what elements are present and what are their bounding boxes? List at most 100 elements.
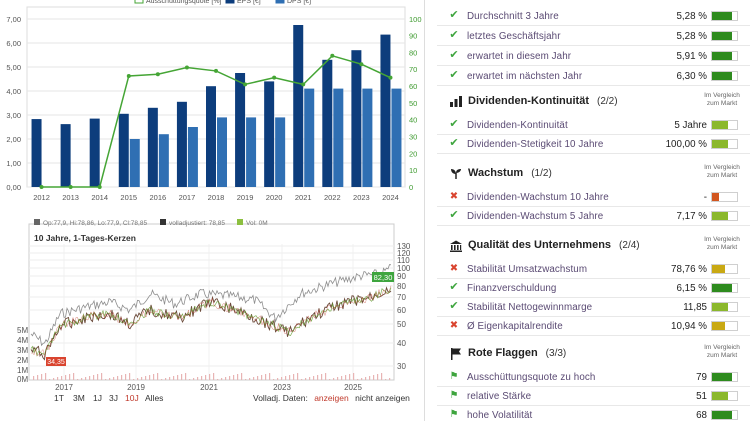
- dps-bar: [391, 88, 402, 187]
- metric-row[interactable]: ✖ Stabilität Umsatzwachstum 78,76 %: [437, 259, 750, 279]
- volume-bar: [365, 377, 367, 380]
- volume-bar: [317, 375, 319, 380]
- volume-bar: [301, 379, 303, 380]
- metric-row[interactable]: ⚑ hohe Volatilität 68: [437, 405, 750, 421]
- volume-bar: [149, 375, 151, 380]
- volume-tick-label: 4M: [17, 336, 28, 345]
- range-3m-button[interactable]: 3M: [73, 393, 85, 403]
- metric-value: 6,30 %: [676, 71, 707, 82]
- metric-value: 5,28 %: [676, 31, 707, 42]
- volume-hide-link[interactable]: nicht anzeigen: [355, 393, 410, 403]
- eps-bar: [264, 81, 275, 187]
- volume-bar: [133, 379, 135, 380]
- flag-icon: ⚑: [449, 409, 459, 420]
- volume-bar: [153, 374, 155, 380]
- range-alles-button[interactable]: Alles: [145, 393, 164, 403]
- volume-bar: [265, 374, 267, 380]
- metric-row[interactable]: ✔ Durchschnitt 3 Jahre 5,28 %: [437, 6, 750, 26]
- rating-bar-fill: [712, 121, 728, 129]
- market-compare-label: Im Vergleich zum Markt: [704, 92, 740, 107]
- metric-row[interactable]: ✔ Stabilität Nettogewinnmarge 11,85: [437, 297, 750, 317]
- volume-bar: [41, 374, 43, 380]
- section-count: (2/2): [597, 96, 618, 107]
- metric-row[interactable]: ✔ erwartet in diesem Jahr 5,91 %: [437, 46, 750, 66]
- check-icon: ✔: [449, 137, 459, 149]
- rating-bar-fill: [712, 322, 725, 330]
- metric-row[interactable]: ✔ Dividenden-Stetigkeit 10 Jahre 100,00 %: [437, 134, 750, 154]
- volume-bar: [45, 373, 47, 380]
- volume-show-link[interactable]: anzeigen: [314, 393, 349, 403]
- low-price-badge: [46, 357, 66, 366]
- metric-row[interactable]: ✔ Dividenden-Wachstum 5 Jahre 7,17 %: [437, 206, 750, 226]
- volume-bar: [121, 375, 123, 380]
- metric-value: 7,17 %: [676, 211, 707, 222]
- low-price-label: 34,35: [47, 359, 65, 366]
- volume-bar: [281, 377, 283, 380]
- metric-row[interactable]: ✔ Dividenden-Kontinuität 5 Jahre: [437, 115, 750, 135]
- x-tick-label: 2023: [273, 383, 291, 392]
- volume-bar: [333, 378, 335, 380]
- metric-row[interactable]: ✖ Dividenden-Wachstum 10 Jahre -: [437, 187, 750, 207]
- rating-bar: [711, 211, 738, 221]
- metric-row[interactable]: ✔ letztes Geschäftsjahr 5,28 %: [437, 26, 750, 46]
- rating-bar: [711, 283, 738, 293]
- volume-bar: [325, 373, 327, 380]
- rating-bar-fill: [712, 72, 732, 80]
- metric-value: 79: [696, 372, 707, 383]
- volume-bar: [329, 379, 331, 380]
- dps-bar: [304, 88, 315, 187]
- eps-bar: [147, 107, 158, 187]
- metric-row[interactable]: ✔ Finanzverschuldung 6,15 %: [437, 278, 750, 298]
- price-legend-label: Op:77,9, Hi:78,86, Lo:77,9, Cl:78,85: [43, 220, 147, 227]
- eps-bar: [206, 86, 216, 187]
- volume-bar: [297, 373, 299, 380]
- metric-label: Stabilität Nettogewinnmarge: [467, 302, 593, 313]
- metric-value: 10,94 %: [671, 321, 707, 332]
- rating-bar: [711, 11, 738, 21]
- check-icon: ✔: [449, 118, 459, 130]
- candle-price-line: [30, 287, 392, 357]
- x-tick-label: 2018: [208, 193, 225, 202]
- price-tick-label: 40: [397, 339, 406, 348]
- volume-bar: [157, 373, 159, 380]
- metric-row[interactable]: ⚑ relative Stärke 51: [437, 386, 750, 406]
- range-1j-button[interactable]: 1J: [93, 393, 102, 403]
- candle-price-line: [30, 285, 392, 358]
- y-left-tick-label: 1,00: [6, 159, 21, 168]
- metric-label: relative Stärke: [467, 391, 532, 402]
- payout-ratio-point: [68, 185, 73, 189]
- metric-value: 11,85: [683, 302, 707, 313]
- volume-bar: [349, 374, 351, 380]
- rating-bar: [711, 120, 738, 130]
- payout-ratio-point: [39, 185, 44, 189]
- volume-bar: [241, 373, 243, 380]
- y-right-tick-label: 30: [409, 133, 417, 142]
- volume-bar: [113, 377, 115, 380]
- x-tick-label: 2019: [127, 383, 145, 392]
- metric-label: Dividenden-Wachstum 5 Jahre: [467, 211, 604, 222]
- metric-row[interactable]: ✔ erwartet im nächsten Jahr 6,30 %: [437, 66, 750, 86]
- y-left-tick-label: 2,00: [6, 135, 21, 144]
- metric-row[interactable]: ✖ Ø Eigenkapitalrendite 10,94 %: [437, 316, 750, 336]
- metric-label: Dividenden-Wachstum 10 Jahre: [467, 192, 609, 203]
- range-10j-button[interactable]: 10J: [125, 393, 139, 403]
- metric-row[interactable]: ⚑ Ausschüttungsquote zu hoch 79: [437, 367, 750, 387]
- x-tick-label: 2013: [62, 193, 79, 202]
- x-tick-label: 2021: [200, 383, 218, 392]
- dps-bar: [158, 134, 169, 187]
- price-chart[interactable]: Op:77,9, Hi:78,86, Lo:77,9, Cl:78,85 voll…: [0, 214, 436, 392]
- volume-bar: [337, 377, 339, 380]
- range-selector: 1T 3M 1J 3J 10J Alles Volladj. Daten: an…: [0, 392, 436, 406]
- volume-bar: [93, 375, 95, 380]
- volume-bar: [53, 378, 55, 380]
- x-tick-label: 2017: [179, 193, 196, 202]
- range-1t-button[interactable]: 1T: [54, 393, 64, 403]
- metric-label: erwartet im nächsten Jahr: [467, 71, 583, 82]
- volume-bar: [217, 379, 219, 380]
- price-tick-label: 120: [397, 249, 411, 258]
- price-tick-label: 50: [397, 320, 406, 329]
- range-3j-button[interactable]: 3J: [109, 393, 118, 403]
- metric-label: Finanzverschuldung: [467, 283, 557, 294]
- volume-bar: [285, 376, 287, 380]
- volume-bar: [289, 375, 291, 380]
